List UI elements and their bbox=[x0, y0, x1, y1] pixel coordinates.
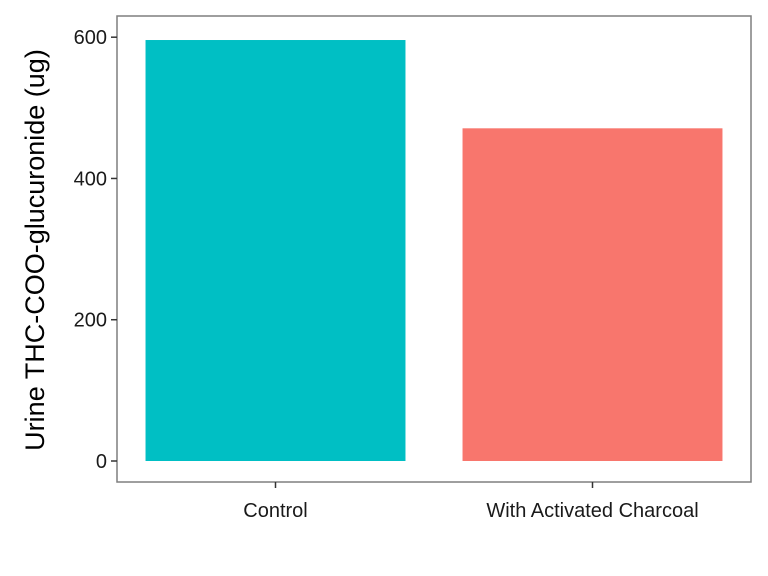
y-tick-label: 0 bbox=[96, 451, 107, 473]
bars-group bbox=[145, 40, 723, 462]
x-tick-label: Control bbox=[243, 500, 307, 522]
x-axis: Control With Activated Charcoal bbox=[243, 482, 699, 522]
y-axis-title: Urine THC-COO-glucuronide (ug) bbox=[20, 49, 50, 451]
y-axis: 0 200 400 600 bbox=[74, 27, 117, 473]
bar-control bbox=[145, 40, 406, 462]
y-tick-label: 400 bbox=[74, 168, 107, 190]
bar-with-activated-charcoal bbox=[462, 128, 723, 462]
x-tick-label: With Activated Charcoal bbox=[486, 500, 698, 522]
y-tick-label: 200 bbox=[74, 310, 107, 332]
y-tick-label: 600 bbox=[74, 27, 107, 49]
